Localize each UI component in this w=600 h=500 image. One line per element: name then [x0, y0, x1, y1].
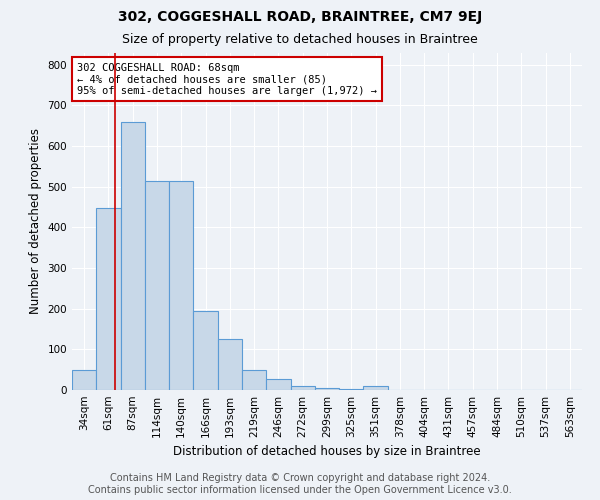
Bar — [193, 310, 218, 390]
Bar — [242, 370, 266, 390]
Text: Size of property relative to detached houses in Braintree: Size of property relative to detached ho… — [122, 32, 478, 46]
Y-axis label: Number of detached properties: Number of detached properties — [29, 128, 42, 314]
X-axis label: Distribution of detached houses by size in Braintree: Distribution of detached houses by size … — [173, 446, 481, 458]
Bar — [339, 389, 364, 390]
Bar — [169, 180, 193, 390]
Bar — [218, 339, 242, 390]
Text: Contains HM Land Registry data © Crown copyright and database right 2024.
Contai: Contains HM Land Registry data © Crown c… — [88, 474, 512, 495]
Bar — [315, 388, 339, 390]
Bar — [121, 122, 145, 390]
Bar — [290, 386, 315, 390]
Bar — [266, 379, 290, 390]
Bar — [72, 370, 96, 390]
Bar — [364, 386, 388, 390]
Text: 302 COGGESHALL ROAD: 68sqm
← 4% of detached houses are smaller (85)
95% of semi-: 302 COGGESHALL ROAD: 68sqm ← 4% of detac… — [77, 62, 377, 96]
Text: 302, COGGESHALL ROAD, BRAINTREE, CM7 9EJ: 302, COGGESHALL ROAD, BRAINTREE, CM7 9EJ — [118, 10, 482, 24]
Bar — [145, 180, 169, 390]
Bar — [96, 208, 121, 390]
